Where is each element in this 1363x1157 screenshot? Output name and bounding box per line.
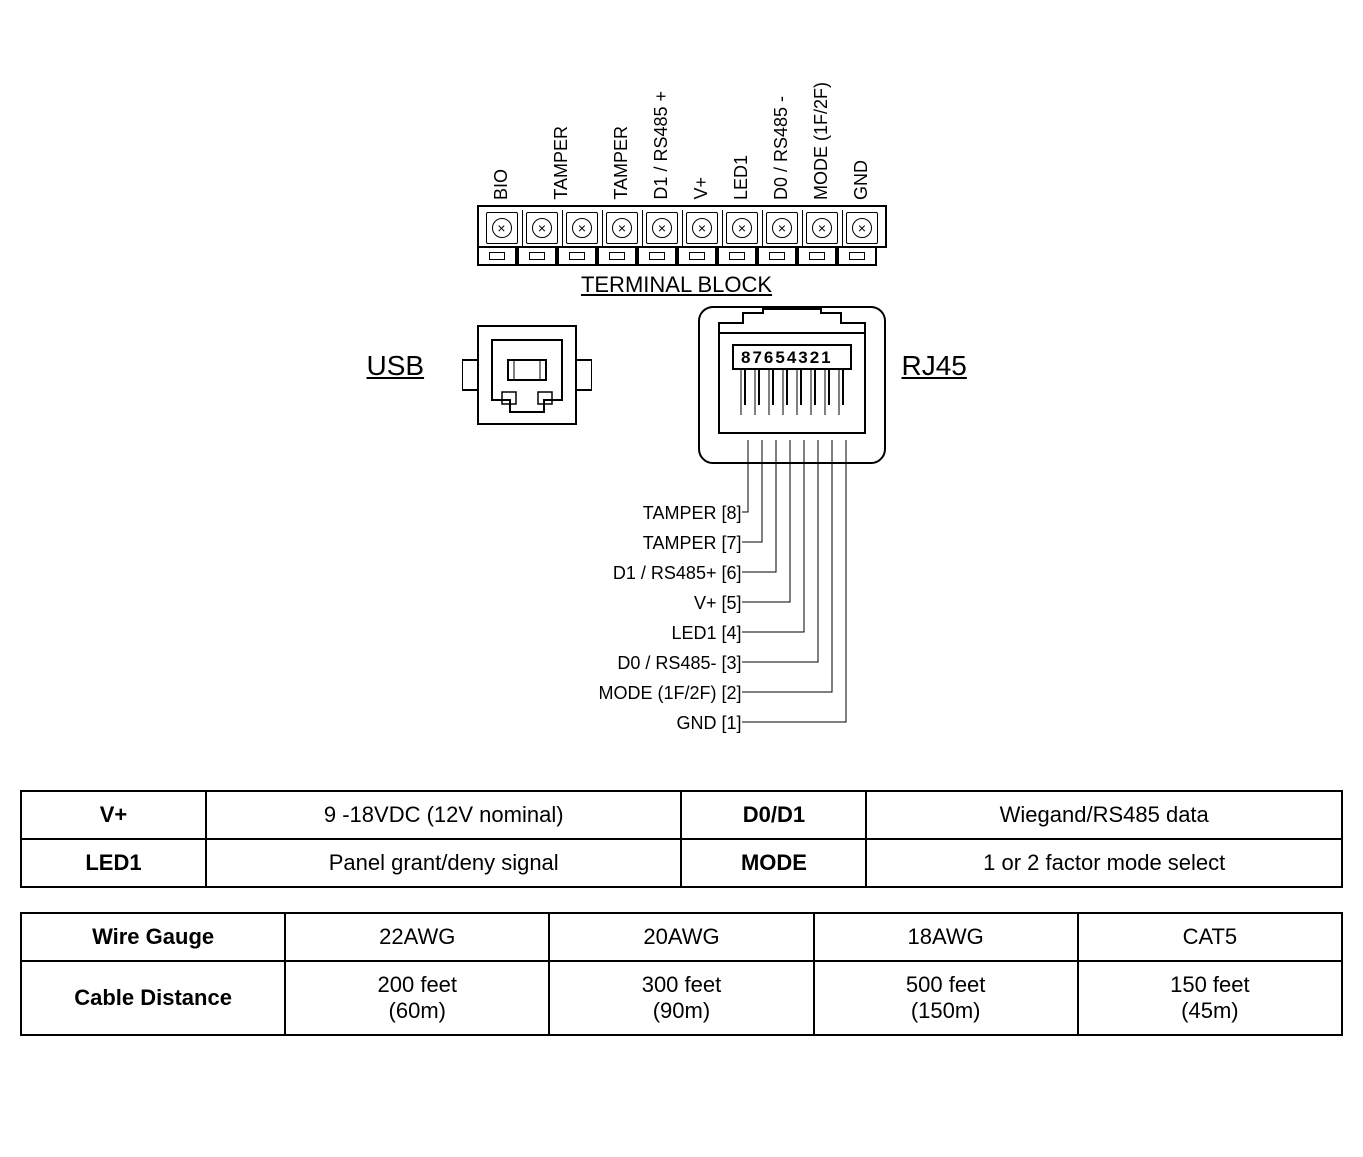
screw-icon [566,212,598,244]
tb-pin-label: BIO [482,40,522,200]
screw-icon [726,212,758,244]
signal-spec-table: V+ 9 -18VDC (12V nominal) D0/D1 Wiegand/… [20,790,1343,888]
tb-pin-label: GND [842,40,882,200]
cable-distance-table: Wire Gauge 22AWG 20AWG 18AWG CAT5 Cable … [20,912,1343,1036]
screw-icon [846,212,878,244]
distance-cell: 300 feet (90m) [549,961,813,1035]
tb-pin-label: TAMPER [522,40,602,200]
distance-cell: 150 feet (45m) [1078,961,1342,1035]
col-header: CAT5 [1078,913,1342,961]
spec-key: MODE [681,839,866,887]
row-label: Cable Distance [21,961,285,1035]
table-header-row: Wire Gauge 22AWG 20AWG 18AWG CAT5 [21,913,1342,961]
screw-icon [806,212,838,244]
pinout-row: TAMPER [7] [492,528,742,558]
pinout-row: V+ [5] [492,588,742,618]
terminal-block-feet [477,248,877,266]
table-row: V+ 9 -18VDC (12V nominal) D0/D1 Wiegand/… [21,791,1342,839]
spec-key: D0/D1 [681,791,866,839]
spec-val: Panel grant/deny signal [206,839,682,887]
table-row: Cable Distance 200 feet (60m) 300 feet (… [21,961,1342,1035]
col-header: 18AWG [814,913,1078,961]
pinout-row: D0 / RS485- [3] [492,648,742,678]
spec-val: Wiegand/RS485 data [866,791,1342,839]
col-header: 22AWG [285,913,549,961]
screw-icon [766,212,798,244]
svg-text:87654321: 87654321 [741,348,833,367]
pinout-row: TAMPER [8] [492,498,742,528]
table-row: LED1 Panel grant/deny signal MODE 1 or 2… [21,839,1342,887]
tb-pin-label: D1 / RS485 + [642,40,682,200]
tb-pin-label: LED1 [722,40,762,200]
pinout-row: GND [1] [492,708,742,738]
usb-port-icon [462,320,592,430]
distance-cell: 200 feet (60m) [285,961,549,1035]
tb-pin-label: MODE (1F/2F) [802,40,842,200]
terminal-block-body [477,205,887,248]
spec-val: 9 -18VDC (12V nominal) [206,791,682,839]
pinout-row: D1 / RS485+ [6] [492,558,742,588]
screw-icon [526,212,558,244]
screw-icon [606,212,638,244]
spec-val: 1 or 2 factor mode select [866,839,1342,887]
terminal-block-title: TERMINAL BLOCK [477,272,877,298]
pinout-row: MODE (1F/2F) [2] [492,678,742,708]
screw-icon [686,212,718,244]
connector-diagram: BIO TAMPER TAMPER D1 / RS485 + V+ LED1 D… [182,20,1182,760]
col-header: Wire Gauge [21,913,285,961]
distance-cell: 500 feet (150m) [814,961,1078,1035]
terminal-block-labels: BIO TAMPER TAMPER D1 / RS485 + V+ LED1 D… [482,40,882,200]
spec-key: LED1 [21,839,206,887]
rj45-pinout-list: TAMPER [8] TAMPER [7] D1 / RS485+ [6] V+… [492,498,742,738]
pinout-row: LED1 [4] [492,618,742,648]
spec-key: V+ [21,791,206,839]
tb-pin-label: TAMPER [602,40,642,200]
tb-pin-label: D0 / RS485 - [762,40,802,200]
usb-label: USB [367,350,425,382]
tb-pin-label: V+ [682,40,722,200]
rj45-label: RJ45 [902,350,967,382]
screw-icon [646,212,678,244]
rj45-pinout-wires [742,440,942,760]
screw-icon [486,212,518,244]
col-header: 20AWG [549,913,813,961]
